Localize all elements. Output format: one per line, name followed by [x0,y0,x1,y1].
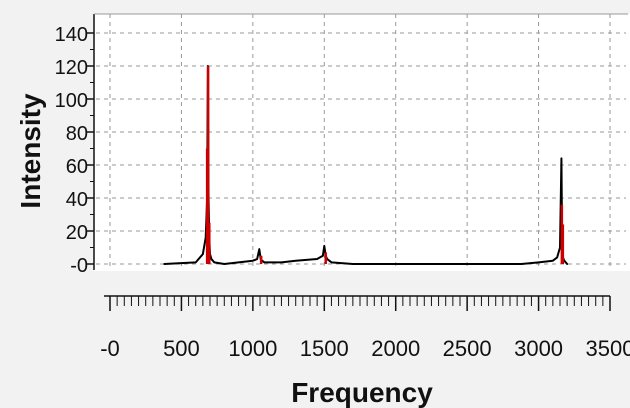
y-tick-label: 120 [55,57,88,79]
axis-layer [86,13,628,311]
x-tick-label: 500 [163,336,200,361]
y-tick-label: 100 [55,90,88,112]
y-tick-label: 140 [55,24,88,46]
y-tick-label: 60 [66,156,88,178]
x-tick-label: 3000 [514,336,563,361]
y-tick-label: 40 [66,189,88,211]
x-tick-label: -0 [100,336,120,361]
plot-area [94,14,630,271]
data-layer [163,65,569,265]
y-tick-label: 80 [66,123,88,145]
x-tick-label: 1000 [228,336,277,361]
x-axis-title: Frequency [291,377,433,408]
tick-label-layer: -0 20 40 60 80 100 120 140 -0 500 1000 1500 2000 2500… [55,24,630,361]
x-tick-label: 2000 [371,336,420,361]
x-tick-label: 1500 [300,336,349,361]
x-tick-label: 2500 [443,336,492,361]
grid-layer [96,14,626,270]
y-tick-label: 20 [66,222,88,244]
y-axis-title: Intensity [15,93,46,209]
x-tick-label: 3500 [586,336,630,361]
y-tick-label: -0 [70,255,88,277]
